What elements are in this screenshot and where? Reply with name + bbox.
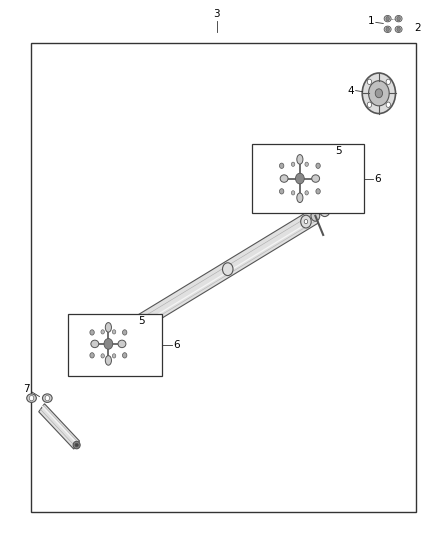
Circle shape <box>316 163 320 168</box>
Circle shape <box>101 330 104 334</box>
Circle shape <box>362 73 396 114</box>
Circle shape <box>386 17 389 21</box>
Circle shape <box>305 191 308 195</box>
Circle shape <box>367 102 372 107</box>
Bar <box>68 314 162 376</box>
Circle shape <box>368 80 389 106</box>
Text: 1: 1 <box>368 17 374 26</box>
Ellipse shape <box>91 340 99 348</box>
Circle shape <box>101 354 104 358</box>
Circle shape <box>112 354 116 358</box>
Text: 5: 5 <box>138 316 145 326</box>
Circle shape <box>301 215 311 228</box>
Text: 4: 4 <box>347 86 354 95</box>
Circle shape <box>123 330 127 335</box>
Circle shape <box>304 220 308 224</box>
Ellipse shape <box>297 193 303 203</box>
Ellipse shape <box>384 15 391 22</box>
Text: 6: 6 <box>374 174 381 183</box>
Circle shape <box>323 208 326 212</box>
Ellipse shape <box>27 394 36 402</box>
Ellipse shape <box>297 155 303 164</box>
Ellipse shape <box>75 443 78 447</box>
Bar <box>252 144 364 213</box>
Circle shape <box>311 211 320 221</box>
Circle shape <box>104 338 113 349</box>
Ellipse shape <box>118 340 126 348</box>
Text: 6: 6 <box>173 340 180 350</box>
Circle shape <box>386 102 390 107</box>
Ellipse shape <box>312 175 320 182</box>
Circle shape <box>112 330 116 334</box>
Circle shape <box>291 162 295 166</box>
Bar <box>31 43 416 512</box>
Circle shape <box>29 395 34 401</box>
Circle shape <box>117 327 127 340</box>
Ellipse shape <box>73 441 80 449</box>
Circle shape <box>135 316 146 328</box>
Circle shape <box>123 353 127 358</box>
Text: 5: 5 <box>336 146 342 156</box>
Ellipse shape <box>42 394 52 402</box>
Circle shape <box>279 163 284 168</box>
Ellipse shape <box>384 26 391 33</box>
Circle shape <box>127 322 136 333</box>
Circle shape <box>45 395 49 401</box>
Circle shape <box>316 189 320 194</box>
Circle shape <box>367 79 372 85</box>
Circle shape <box>279 189 284 194</box>
Ellipse shape <box>105 356 111 365</box>
Circle shape <box>397 27 400 31</box>
Ellipse shape <box>280 175 288 182</box>
Circle shape <box>375 89 382 98</box>
Ellipse shape <box>105 322 111 332</box>
Text: 7: 7 <box>23 384 30 394</box>
Text: 2: 2 <box>414 23 420 33</box>
Polygon shape <box>128 209 318 335</box>
Circle shape <box>120 332 124 336</box>
Text: 3: 3 <box>213 9 220 19</box>
Circle shape <box>305 162 308 166</box>
Circle shape <box>386 79 390 85</box>
Circle shape <box>139 320 142 324</box>
Circle shape <box>397 17 400 21</box>
Circle shape <box>296 173 304 184</box>
Ellipse shape <box>395 15 402 22</box>
Circle shape <box>90 353 94 358</box>
Circle shape <box>223 263 233 276</box>
Ellipse shape <box>395 26 402 33</box>
Circle shape <box>319 204 330 216</box>
Polygon shape <box>39 403 80 449</box>
Circle shape <box>386 27 389 31</box>
Circle shape <box>291 191 295 195</box>
Circle shape <box>90 330 94 335</box>
